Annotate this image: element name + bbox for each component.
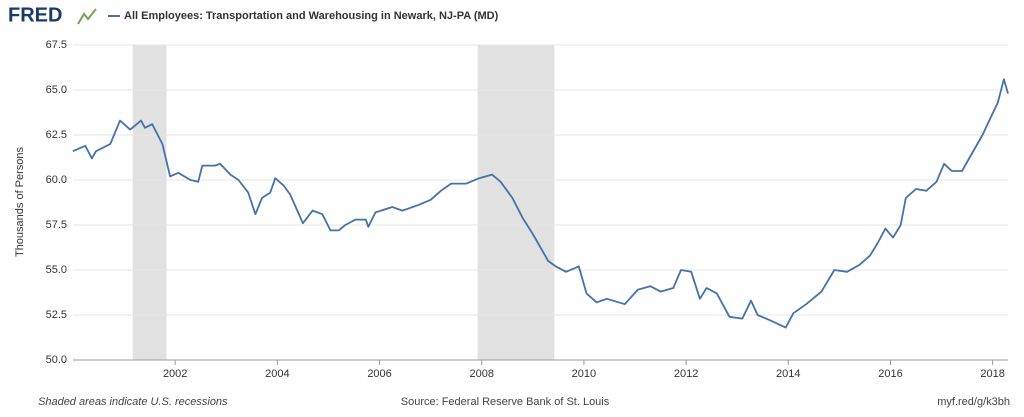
y-tick-label: 62.5 xyxy=(46,129,67,141)
link: myf.red/g/k3bh xyxy=(937,396,1010,408)
source: Source: Federal Reserve Bank of St. Loui… xyxy=(401,396,610,408)
y-tick-label: 60.0 xyxy=(46,174,67,186)
x-tick-label: 2016 xyxy=(878,368,902,380)
recession-band xyxy=(132,45,167,360)
recession-note: Shaded areas indicate U.S. recessions xyxy=(38,396,228,408)
x-tick-label: 2004 xyxy=(265,368,289,380)
x-tick-label: 2008 xyxy=(470,368,494,380)
y-axis-label: Thousands of Persons xyxy=(14,146,26,257)
y-tick-label: 50.0 xyxy=(46,354,67,366)
logo-icon xyxy=(77,8,97,25)
x-tick-label: 2006 xyxy=(367,368,391,380)
data-line xyxy=(72,78,1009,329)
chart-title: All Employees: Transportation and Wareho… xyxy=(124,10,499,22)
y-tick-label: 57.5 xyxy=(46,219,67,231)
y-tick-label: 67.5 xyxy=(46,39,67,51)
brand-logo: FRED xyxy=(8,4,62,26)
x-tick-label: 2002 xyxy=(163,368,187,380)
y-tick-label: 65.0 xyxy=(46,84,67,96)
x-tick-label: 2010 xyxy=(572,368,596,380)
x-tick-label: 2012 xyxy=(674,368,698,380)
y-tick-label: 55.0 xyxy=(46,264,67,276)
x-tick-label: 2018 xyxy=(980,368,1004,380)
y-tick-label: 52.5 xyxy=(46,309,67,321)
x-tick-label: 2014 xyxy=(776,368,800,380)
recession-band xyxy=(477,45,555,360)
